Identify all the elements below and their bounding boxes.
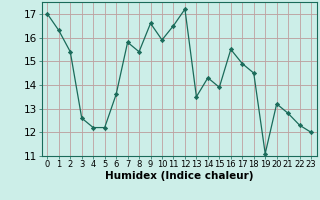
X-axis label: Humidex (Indice chaleur): Humidex (Indice chaleur) — [105, 171, 253, 181]
